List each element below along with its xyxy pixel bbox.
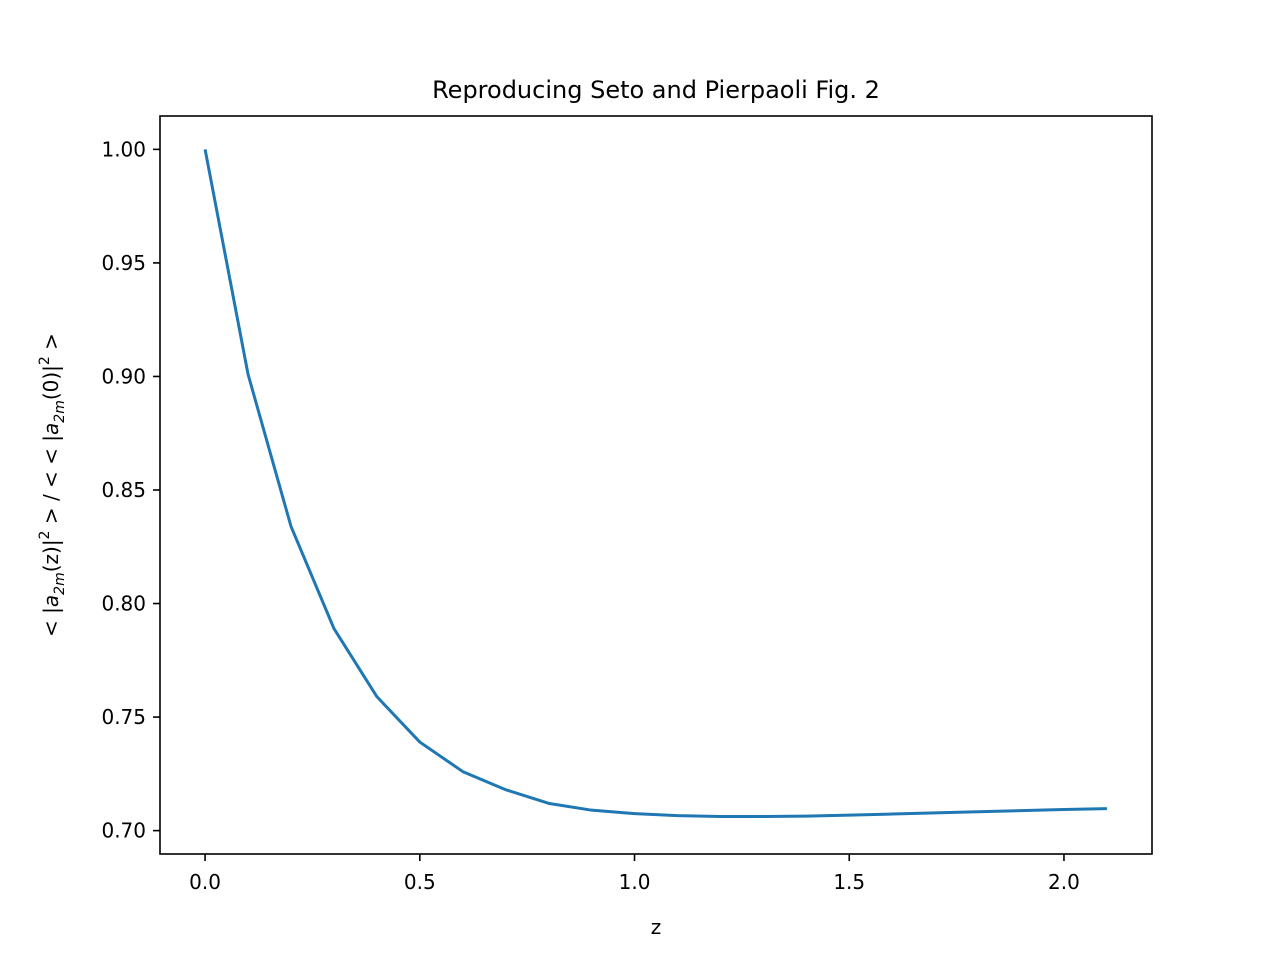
y-tick-label: 0.85: [101, 478, 146, 502]
y-label-close: >: [39, 333, 63, 356]
y-tick-label: 0.90: [101, 364, 146, 388]
y-label-denominator-subscript: 2m: [52, 400, 68, 423]
y-tick-label: 1.00: [101, 137, 146, 161]
y-label-denominator-variable: a: [39, 423, 63, 435]
y-tick-label: 0.75: [101, 705, 146, 729]
y-label-separator: > / < < |: [39, 435, 63, 531]
plot-area-frame: [159, 115, 1153, 855]
series-line-1: [203, 149, 1107, 819]
x-tick-label: 2.0: [1048, 870, 1080, 894]
y-label-numerator-variable: a: [39, 595, 63, 607]
x-axis-label: z: [651, 915, 662, 939]
y-label-numerator-subscript: 2m: [52, 572, 68, 595]
series-group: [203, 149, 1107, 819]
x-tick-label: 0.0: [189, 870, 221, 894]
y-label-open: < |: [39, 607, 63, 637]
y-axis-label: < |a2m(z)|2 > / < < |a2m(0)|2 >: [37, 333, 68, 637]
y-label-numerator-exponent: 2: [37, 531, 53, 540]
x-tick-label: 1.0: [619, 870, 651, 894]
y-label-denominator-argument: (0)|: [39, 365, 63, 400]
x-axis: 0.0 0.5 1.0 1.5 2.0: [189, 854, 1080, 894]
y-tick-label: 0.95: [101, 251, 146, 275]
y-label-numerator-argument: (z)|: [39, 539, 63, 572]
y-axis: 0.70 0.75 0.80 0.85 0.90 0.95 1.00: [101, 137, 160, 843]
x-tick-label: 0.5: [404, 870, 436, 894]
y-label-denominator-exponent: 2: [37, 356, 53, 365]
x-tick-label: 1.5: [833, 870, 865, 894]
chart-title: Reproducing Seto and Pierpaoli Fig. 2: [432, 76, 880, 104]
y-tick-label: 0.70: [101, 819, 146, 843]
y-tick-label: 0.80: [101, 592, 146, 616]
